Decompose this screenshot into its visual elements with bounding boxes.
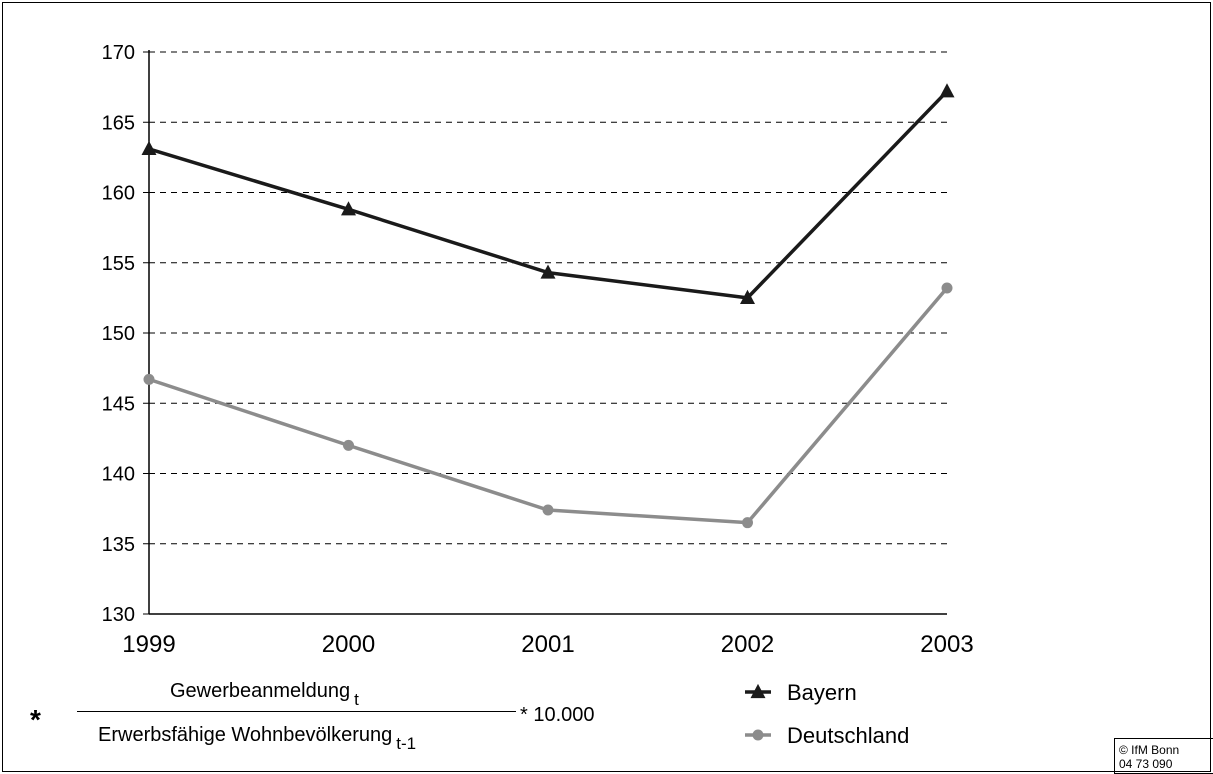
legend: Bayern Deutschland [745, 680, 909, 748]
y-axis-ticks: 130 135 140 145 150 155 160 165 170 [102, 42, 149, 626]
y-tick-label: 155 [102, 253, 135, 275]
x-tick-label: 2002 [721, 631, 774, 658]
legend-label-deutschland: Deutschland [787, 723, 909, 748]
footnote-numerator: Gewerbeanmeldung t [170, 680, 359, 709]
footnote-multiplier: * 10.000 [520, 704, 595, 726]
data-point-bayern [540, 264, 556, 279]
y-tick-label: 160 [102, 183, 135, 205]
data-point-bayern [939, 83, 955, 98]
footnote-denominator: Erwerbsfähige Wohnbevölkerung t-1 [98, 724, 416, 753]
x-tick-label: 1999 [122, 631, 175, 658]
denominator-text: Erwerbsfähige Wohnbevölkerung [98, 724, 393, 746]
numerator-subscript: t [354, 690, 359, 709]
x-axis-ticks: 1999 2000 2001 2002 2003 [122, 631, 973, 658]
legend-label-bayern: Bayern [787, 680, 857, 705]
y-tick-label: 170 [102, 42, 135, 64]
credit-line-2: 04 73 090 [1119, 757, 1173, 771]
data-point-bayern [341, 201, 356, 216]
y-tick-label: 145 [102, 393, 135, 415]
data-point-deutschland [941, 282, 953, 294]
data-point-deutschland [143, 373, 155, 385]
y-tick-label: 165 [102, 112, 135, 134]
credit-line-1: © IfM Bonn [1119, 743, 1180, 757]
footnote-asterisk: * [30, 704, 41, 735]
denominator-subscript: t-1 [396, 734, 417, 753]
data-point-deutschland [742, 517, 753, 529]
series-lines [141, 83, 955, 529]
series-line-deutschland [148, 286, 949, 525]
gridlines [149, 51, 947, 545]
legend-marker-triangle [750, 683, 766, 699]
x-tick-label: 2000 [322, 631, 375, 658]
credit-box: © IfM Bonn 04 73 090 [1114, 738, 1213, 774]
x-tick-label: 2001 [521, 631, 574, 658]
data-point-bayern [740, 289, 755, 304]
numerator-text: Gewerbeanmeldung [170, 680, 351, 702]
y-tick-label: 135 [102, 534, 135, 556]
data-point-deutschland [542, 504, 554, 516]
y-tick-label: 130 [102, 604, 135, 626]
legend-marker-circle [752, 729, 764, 741]
data-point-deutschland [343, 439, 354, 451]
fraction-bar [77, 711, 516, 712]
x-tick-label: 2003 [920, 631, 973, 658]
axes [148, 50, 947, 615]
y-tick-label: 140 [102, 464, 135, 486]
data-point-bayern [141, 140, 157, 156]
y-tick-label: 150 [102, 323, 135, 345]
